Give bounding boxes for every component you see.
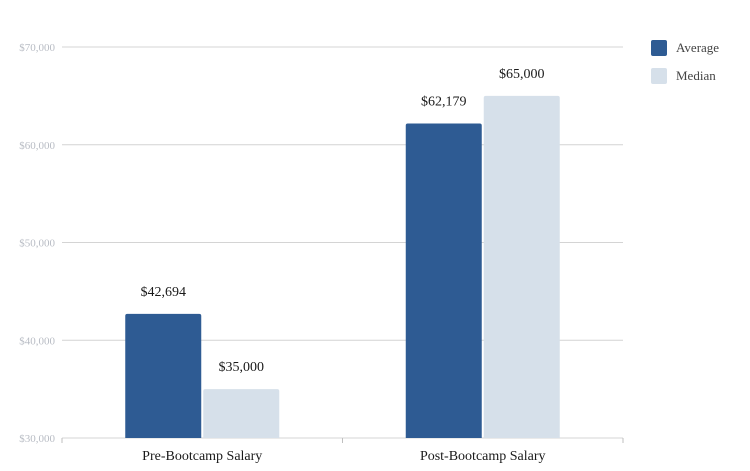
legend-swatch-average [651, 40, 667, 56]
data-label: $62,179 [421, 94, 467, 109]
bar-average [125, 313, 202, 438]
y-tick-label: $70,000 [19, 42, 55, 54]
legend-label: Average [676, 40, 719, 55]
bar-average [405, 123, 482, 439]
bar-median [483, 95, 560, 438]
x-tick-label: Post-Bootcamp Salary [420, 449, 546, 464]
y-tick-label: $30,000 [19, 433, 55, 445]
y-tick-label: $40,000 [19, 335, 55, 347]
data-label: $42,694 [141, 285, 187, 300]
data-label: $35,000 [219, 360, 265, 375]
y-tick-label: $50,000 [19, 238, 55, 250]
x-tick-label: Pre-Bootcamp Salary [142, 449, 262, 464]
bar-median [203, 389, 280, 438]
data-label: $65,000 [499, 67, 545, 82]
legend-swatch-median [651, 68, 667, 84]
legend-label: Median [676, 68, 716, 83]
y-tick-label: $60,000 [19, 140, 55, 152]
